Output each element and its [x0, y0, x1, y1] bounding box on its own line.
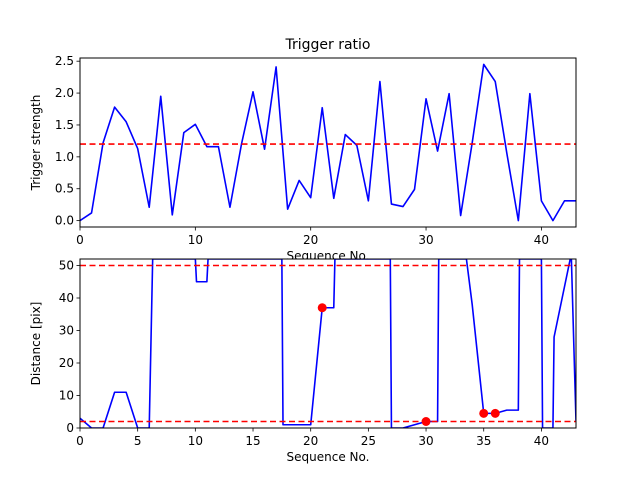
x-tick-label: 30 — [418, 434, 433, 448]
x-axis-label: Sequence No. — [287, 450, 370, 464]
y-tick-label: 2.5 — [55, 54, 74, 68]
y-tick-label: 30 — [59, 324, 74, 338]
y-tick-label: 40 — [59, 291, 74, 305]
y-tick-label: 50 — [59, 259, 74, 273]
y-tick-label: 1.5 — [55, 118, 74, 132]
chart-title: Trigger ratio — [284, 37, 370, 53]
data-point-marker — [490, 408, 500, 418]
data-point-marker — [317, 303, 327, 313]
axes-frame — [79, 57, 577, 228]
x-tick-label: 5 — [134, 434, 142, 448]
plot-area — [80, 63, 576, 222]
data-point-marker — [479, 408, 489, 418]
axes-frame — [79, 258, 577, 429]
x-tick-label: 40 — [534, 434, 549, 448]
y-tick-label: 0 — [66, 421, 74, 435]
axes-background — [80, 259, 576, 268]
y-tick-label: 20 — [59, 356, 74, 370]
y-tick-label: 1.0 — [55, 150, 74, 164]
y-axis-label: Distance [pix] — [29, 302, 43, 386]
y-axis-label: Trigger strength — [29, 95, 43, 192]
x-tick-label: 20 — [303, 233, 318, 247]
x-tick-label: 15 — [245, 434, 260, 448]
x-tick-label: 20 — [303, 434, 318, 448]
x-tick-label: 0 — [76, 434, 84, 448]
plot-area — [80, 259, 576, 428]
x-tick-label: 0 — [76, 233, 84, 247]
y-tick-label: 10 — [59, 389, 74, 403]
x-tick-label: 30 — [418, 233, 433, 247]
series-line — [80, 259, 576, 428]
x-tick-label: 25 — [361, 434, 376, 448]
y-tick-label: 0.5 — [55, 182, 74, 196]
y-tick-label: 2.0 — [55, 86, 74, 100]
x-tick-label: 40 — [534, 233, 549, 247]
series-line — [80, 63, 576, 222]
x-tick-label: 35 — [476, 434, 491, 448]
x-tick-label: 10 — [188, 233, 203, 247]
y-tick-label: 0.0 — [55, 214, 74, 228]
distance-axes: 0 5 10 15 20 25 30 35 40 0 10 20 30 40 50 Sequence No. D… — [29, 258, 577, 464]
x-tick-label: 10 — [188, 434, 203, 448]
